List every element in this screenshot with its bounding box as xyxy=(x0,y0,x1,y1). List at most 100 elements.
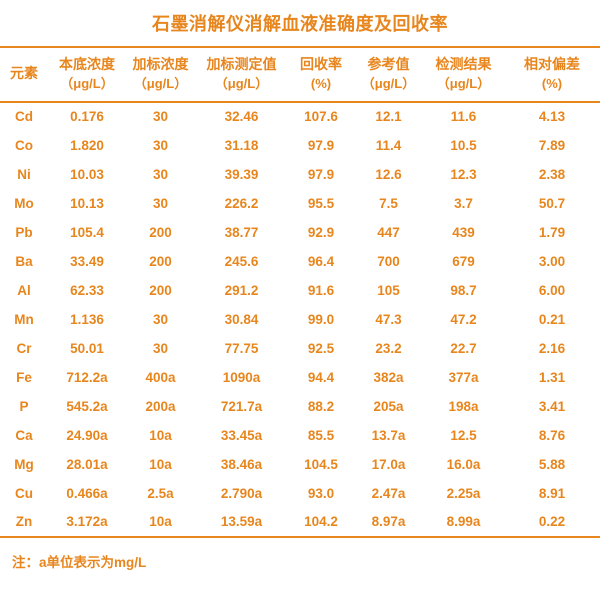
value-cell: 104.2 xyxy=(288,507,354,538)
value-cell: 382a xyxy=(373,369,404,385)
value-cell: 88.2 xyxy=(307,398,335,414)
element-symbol-cell: Zn xyxy=(0,507,48,538)
column-name: 相对偏差 xyxy=(524,56,580,72)
value-cell: 22.7 xyxy=(450,340,477,356)
value-cell: 11.4 xyxy=(375,137,402,153)
value-cell: 700 xyxy=(377,253,400,269)
value-cell: 4.13 xyxy=(538,109,566,125)
column-name: 加标测定值 xyxy=(206,56,277,72)
table-row: P 545.2a 200a 721.7a 88.2 205a 198a 3.41 xyxy=(0,392,600,421)
element-symbol-cell: Al xyxy=(17,282,31,298)
value-cell: 8.99a xyxy=(423,507,504,538)
value-cell: 38.46a xyxy=(220,456,263,472)
column-header-background-conc: 本底浓度 （μg/L） xyxy=(48,46,126,103)
element-symbol-cell: P xyxy=(19,398,29,414)
value-cell: 39.39 xyxy=(224,166,259,182)
column-unit: （μg/L） xyxy=(60,75,114,91)
table-row: Cd 0.176 30 32.46 107.6 12.1 11.6 4.13 xyxy=(0,102,600,131)
value-cell: 62.33 xyxy=(70,282,104,298)
table-row: Mn 1.136 30 30.84 99.0 47.3 47.2 0.21 xyxy=(0,305,600,334)
value-cell: 30 xyxy=(152,137,169,153)
element-symbol-cell: Pb xyxy=(15,224,33,240)
value-cell: 104.5 xyxy=(304,456,338,472)
value-cell: 8.91 xyxy=(538,485,566,501)
column-header-spiked-conc: 加标浓度 （μg/L） xyxy=(126,46,195,103)
column-unit: （μg/L） xyxy=(214,75,269,91)
footnote-label: 注： xyxy=(12,554,39,570)
value-cell: 38.77 xyxy=(224,224,259,240)
footnote-text: a单位表示为mg/L xyxy=(39,554,147,570)
table-footnote: 注：a单位表示为mg/L xyxy=(12,551,600,571)
element-symbol-cell: Cr xyxy=(16,340,32,356)
accuracy-recovery-table: 元素 本底浓度 （μg/L） 加标浓度 （μg/L） 加标测定值 （μg/L） … xyxy=(0,46,600,538)
element-symbol-cell: Ca xyxy=(15,427,33,443)
value-cell: 1.79 xyxy=(538,224,566,240)
value-cell: 5.88 xyxy=(538,456,566,472)
table-row: Zn 3.172a 10a 13.59a 104.2 8.97a 8.99a 0.22 xyxy=(0,507,600,538)
column-header-reference-value: 参考值 （μg/L） xyxy=(354,46,423,103)
value-cell: 7.89 xyxy=(538,137,566,153)
value-cell: 28.01a xyxy=(66,456,108,472)
value-cell: 2.25a xyxy=(446,485,481,501)
column-unit: (%) xyxy=(541,75,563,91)
value-cell: 85.5 xyxy=(307,427,335,443)
value-cell: 721.7a xyxy=(220,398,263,414)
value-cell: 10.13 xyxy=(70,195,104,211)
value-cell: 33.49 xyxy=(70,253,104,269)
value-cell: 291.2 xyxy=(224,282,259,298)
column-unit: （μg/L） xyxy=(361,75,416,91)
value-cell: 10a xyxy=(149,456,172,472)
table-row: Cu 0.466a 2.5a 2.790a 93.0 2.47a 2.25a 8.91 xyxy=(0,479,600,508)
header-row: 元素 本底浓度 （μg/L） 加标浓度 （μg/L） 加标测定值 （μg/L） … xyxy=(0,46,600,103)
column-header-test-result: 检测结果 （μg/L） xyxy=(423,46,504,103)
value-cell: 10.03 xyxy=(70,166,104,182)
element-symbol-cell: Co xyxy=(15,137,33,153)
column-name: 本底浓度 xyxy=(59,56,115,72)
column-unit: （μg/L） xyxy=(436,75,491,91)
value-cell: 12.3 xyxy=(450,166,477,182)
value-cell: 105.4 xyxy=(70,224,104,240)
value-cell: 30 xyxy=(152,340,169,356)
value-cell: 226.2 xyxy=(224,195,259,211)
value-cell: 712.2a xyxy=(66,369,108,385)
value-cell: 96.4 xyxy=(307,253,335,269)
value-cell: 105 xyxy=(377,282,400,298)
value-cell: 198a xyxy=(448,398,479,414)
value-cell: 245.6 xyxy=(224,253,259,269)
table-row: Cr 50.01 30 77.75 92.5 23.2 22.7 2.16 xyxy=(0,334,600,363)
table-row: Fe 712.2a 400a 1090a 94.4 382a 377a 1.31 xyxy=(0,363,600,392)
element-symbol-cell: Cu xyxy=(15,485,33,501)
value-cell: 1090a xyxy=(222,369,261,385)
value-cell: 0.22 xyxy=(504,507,600,538)
value-cell: 30 xyxy=(152,195,169,211)
value-cell: 400a xyxy=(145,369,176,385)
table-row: Al 62.33 200 291.2 91.6 105 98.7 6.00 xyxy=(0,276,600,305)
column-name: 参考值 xyxy=(367,56,410,72)
value-cell: 10a xyxy=(149,427,172,443)
table-body: Cd 0.176 30 32.46 107.6 12.1 11.6 4.13 Co 1.820 30… xyxy=(0,102,600,538)
column-header-relative-deviation: 相对偏差 (%) xyxy=(504,46,600,103)
value-cell: 32.46 xyxy=(224,109,259,125)
value-cell: 91.6 xyxy=(307,282,335,298)
column-unit: （μg/L） xyxy=(133,75,188,91)
column-header-spiked-measured: 加标测定值 （μg/L） xyxy=(195,46,288,103)
element-symbol-cell: Fe xyxy=(16,369,32,385)
value-cell: 47.2 xyxy=(450,311,477,327)
column-name: 检测结果 xyxy=(435,56,492,72)
value-cell: 1.31 xyxy=(538,369,566,385)
value-cell: 10a xyxy=(126,507,195,538)
value-cell: 97.9 xyxy=(307,166,335,182)
value-cell: 2.16 xyxy=(538,340,566,356)
value-cell: 24.90a xyxy=(66,427,108,443)
value-cell: 12.5 xyxy=(450,427,477,443)
value-cell: 2.790a xyxy=(220,485,263,501)
value-cell: 1.136 xyxy=(70,311,104,327)
value-cell: 200 xyxy=(149,282,172,298)
value-cell: 200a xyxy=(145,398,176,414)
value-cell: 3.172a xyxy=(48,507,126,538)
value-cell: 23.2 xyxy=(375,340,402,356)
value-cell: 99.0 xyxy=(307,311,335,327)
element-symbol-cell: Cd xyxy=(15,109,33,125)
column-name: 元素 xyxy=(10,65,38,82)
